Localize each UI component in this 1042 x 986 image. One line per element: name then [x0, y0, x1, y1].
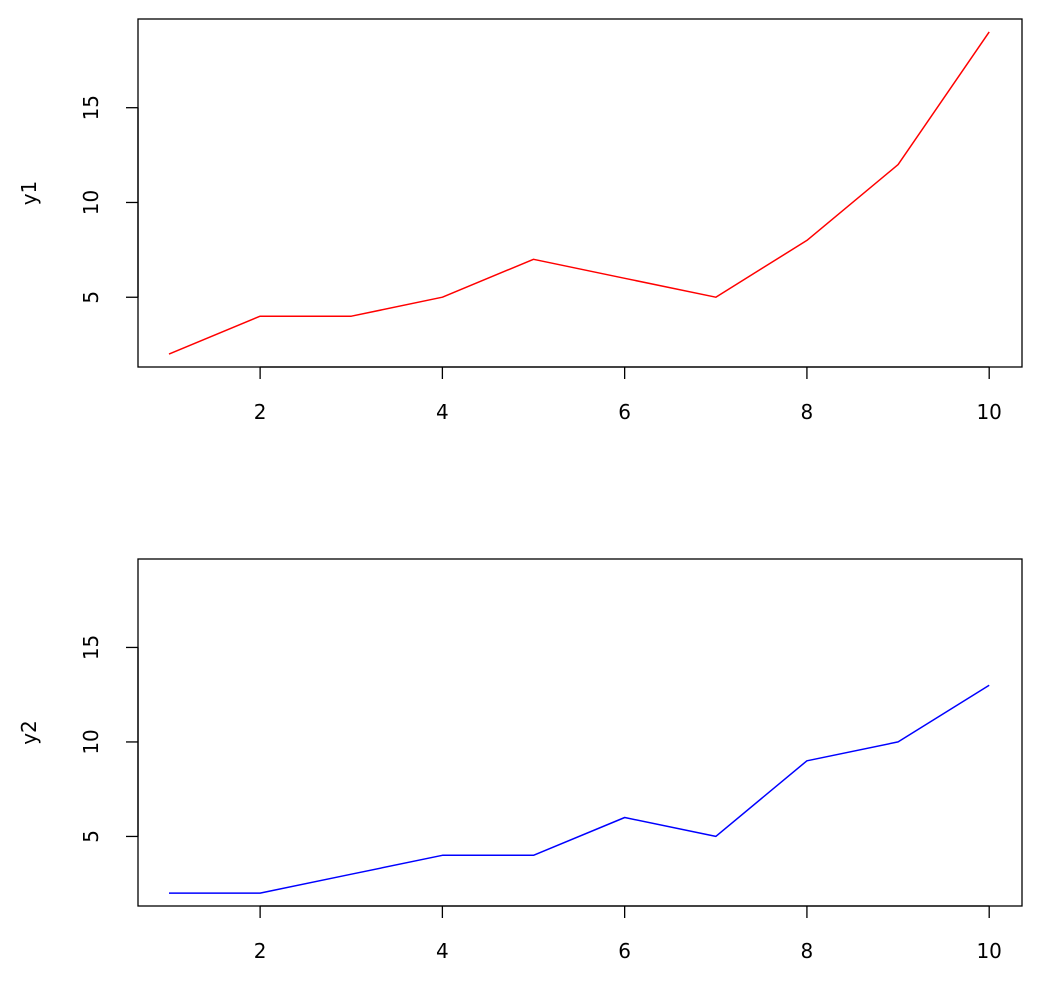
y-tick-label-5: 5 — [79, 291, 103, 304]
series-line-2-1 — [169, 684, 990, 894]
y-tick-label-15: 15 — [79, 95, 103, 120]
x-tick-label-6: 6 — [618, 939, 631, 963]
y-tick-label-10: 10 — [79, 729, 103, 754]
y-tick-label-15: 15 — [79, 635, 103, 660]
y-axis-label: y2 — [17, 720, 41, 745]
x-tick-label-4: 4 — [436, 939, 449, 963]
series-line-1-1 — [168, 31, 990, 355]
chart-panel-1: 2 4 6 8 10 5 10 15 y1 — [17, 18, 1023, 424]
chart-panel-2: 2 4 6 8 10 5 10 15 y2 — [17, 558, 1023, 963]
x-tick-label-8: 8 — [801, 939, 814, 963]
y-tick-label-5: 5 — [79, 830, 103, 843]
x-tick-label-10: 10 — [976, 939, 1001, 963]
x-tick-label-10: 10 — [976, 400, 1001, 424]
x-tick-label-2: 2 — [254, 400, 267, 424]
x-tick-label-4: 4 — [436, 400, 449, 424]
x-tick-label-6: 6 — [618, 400, 631, 424]
y-tick-label-10: 10 — [79, 190, 103, 215]
x-tick-label-2: 2 — [254, 939, 267, 963]
y-axis-label: y1 — [17, 181, 41, 206]
x-tick-label-8: 8 — [801, 400, 814, 424]
